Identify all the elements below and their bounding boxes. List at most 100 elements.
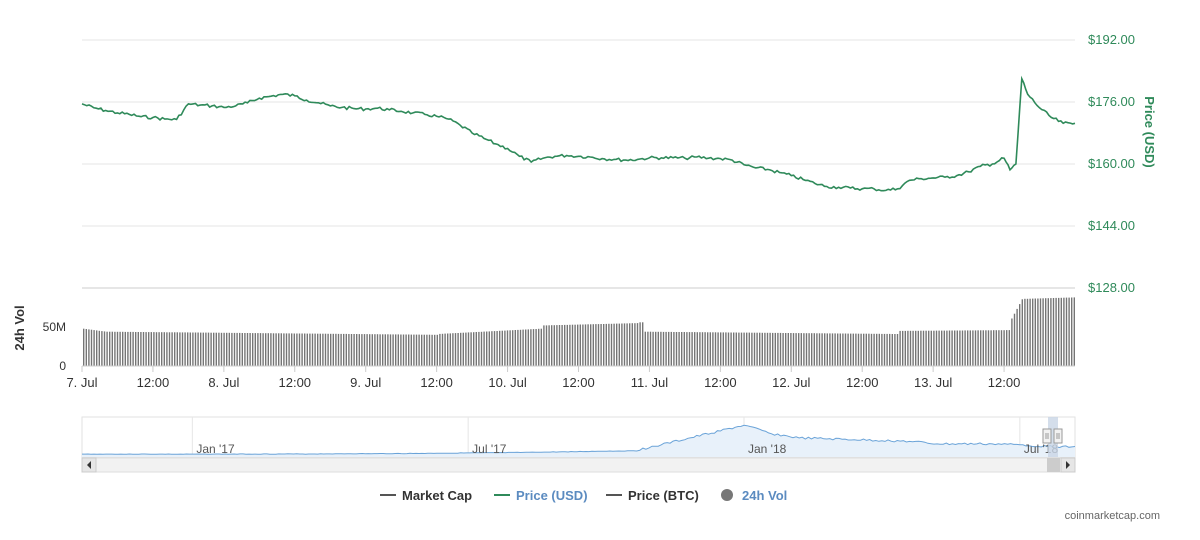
volume-tick-label: 0 xyxy=(59,359,66,373)
volume-bar xyxy=(189,332,191,366)
navigator-line xyxy=(82,424,1076,455)
volume-bar xyxy=(363,334,366,366)
volume-bar xyxy=(590,324,592,366)
scrollbar-track[interactable] xyxy=(81,457,1076,473)
volume-bar xyxy=(774,332,776,366)
volume-bar xyxy=(782,333,784,366)
volume-bar xyxy=(530,329,532,366)
volume-bar xyxy=(1045,298,1047,366)
volume-bar xyxy=(873,333,875,366)
price-axis-ticks: $192.00 $176.00 $160.00 $144.00 $128.00 xyxy=(1088,32,1135,295)
volume-bar xyxy=(660,331,662,366)
volume-bar xyxy=(252,333,254,366)
volume-bar xyxy=(223,332,225,366)
volume-bar xyxy=(759,332,761,366)
x-tick-label: 12:00 xyxy=(562,375,595,390)
volume-bar xyxy=(712,332,714,366)
volume-bar xyxy=(1073,297,1075,366)
volume-bar xyxy=(428,334,431,366)
volume-bar xyxy=(525,329,527,366)
volume-bar xyxy=(917,330,919,366)
volume-bar xyxy=(894,334,896,366)
volume-bar xyxy=(322,333,324,366)
volume-bar xyxy=(561,325,563,366)
volume-bar xyxy=(114,331,116,366)
legend-item[interactable]: Price (BTC) xyxy=(606,488,699,503)
volume-bar xyxy=(727,332,730,366)
volume-bar xyxy=(928,330,930,366)
volume-bar xyxy=(296,333,298,366)
volume-bar xyxy=(369,334,371,366)
volume-bar xyxy=(512,330,514,366)
volume-bar xyxy=(1047,298,1049,366)
volume-bar xyxy=(270,333,272,366)
volume-bar xyxy=(496,331,498,366)
volume-bar xyxy=(954,330,956,366)
volume-bar xyxy=(285,333,288,366)
price-gridlines xyxy=(82,39,1075,227)
navigator-selected-range[interactable] xyxy=(1048,417,1058,457)
volume-bar xyxy=(184,332,186,366)
x-tick-label: 8. Jul xyxy=(208,375,239,390)
legend-item[interactable]: 24h Vol xyxy=(721,488,787,503)
volume-bar xyxy=(821,333,823,366)
volume-bar xyxy=(1063,297,1065,366)
volume-bar xyxy=(1026,298,1029,366)
volume-bar xyxy=(1042,298,1044,366)
volume-bar xyxy=(111,331,113,366)
legend-item[interactable]: Price (USD) xyxy=(494,488,588,503)
volume-bar xyxy=(943,330,945,366)
price-usd-line[interactable] xyxy=(81,75,1076,192)
volume-bar xyxy=(1065,297,1068,366)
volume-bar xyxy=(1011,318,1013,366)
volume-bar xyxy=(181,332,184,366)
volume-bar xyxy=(444,333,446,366)
volume-bar xyxy=(930,330,932,366)
scrollbar-thumb[interactable] xyxy=(1047,458,1060,472)
volume-bar xyxy=(153,332,155,366)
volume-bar xyxy=(844,333,847,366)
volume-bar xyxy=(187,332,189,366)
volume-bar xyxy=(519,329,522,366)
volume-bar xyxy=(397,334,399,366)
volume-bar xyxy=(449,333,451,366)
volume-bar xyxy=(434,334,436,366)
navigator-handle-right[interactable] xyxy=(1053,428,1063,444)
volume-bar xyxy=(452,333,454,366)
volume-bar xyxy=(83,328,85,366)
volume-bar xyxy=(610,323,613,366)
volume-bar xyxy=(748,332,750,366)
volume-bar xyxy=(340,333,342,366)
volume-bar xyxy=(842,333,844,366)
x-tick-label: 7. Jul xyxy=(66,375,97,390)
volume-bar xyxy=(839,333,841,366)
volume-bar xyxy=(337,333,340,366)
volume-bar xyxy=(720,332,722,366)
volume-bar xyxy=(96,330,98,366)
volume-bar xyxy=(106,331,108,366)
scrollbar-right-button[interactable] xyxy=(1060,457,1076,473)
volume-bar xyxy=(691,332,693,366)
volume-bar xyxy=(730,332,732,366)
navigator-label: Jan '17 xyxy=(196,442,235,456)
scrollbar-left-button[interactable] xyxy=(81,457,97,473)
volume-bar xyxy=(670,331,672,366)
volume-bar xyxy=(566,324,568,366)
legend-item[interactable]: Market Cap xyxy=(380,488,472,503)
volume-bar xyxy=(93,330,95,366)
volume-bar xyxy=(743,332,745,366)
volume-bar xyxy=(140,332,142,366)
volume-bar xyxy=(545,325,548,366)
volume-bar xyxy=(155,332,158,366)
volume-bar xyxy=(696,332,698,366)
volume-bar xyxy=(501,330,503,366)
volume-bar xyxy=(665,331,667,366)
volume-bar xyxy=(722,332,724,366)
volume-bar xyxy=(298,333,301,366)
volume-bar xyxy=(902,330,904,366)
navigator-handle-left[interactable] xyxy=(1042,428,1052,444)
volume-bar xyxy=(166,332,168,366)
volume-bar xyxy=(792,333,795,366)
volume-bar xyxy=(605,323,607,366)
volume-bar xyxy=(548,325,550,366)
